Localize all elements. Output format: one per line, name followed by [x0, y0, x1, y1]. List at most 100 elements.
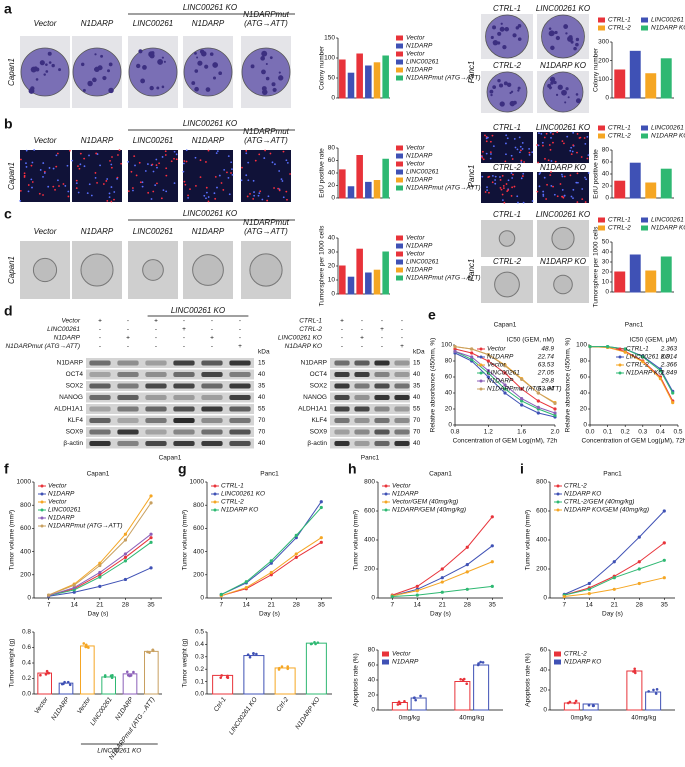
nucleus	[20, 158, 22, 161]
y-tick-label: 30	[328, 249, 336, 256]
legend-label: CTRL-1	[608, 217, 631, 224]
point	[637, 567, 641, 571]
legend-swatch	[479, 355, 483, 359]
legend-label: N1DARP KO	[651, 225, 685, 232]
nucleus	[490, 153, 492, 155]
blot-band	[173, 395, 195, 400]
bar	[274, 667, 296, 695]
nucleus	[42, 175, 44, 178]
kda-label: 35	[413, 383, 421, 390]
condition-sign: -	[183, 318, 185, 325]
y-tick-label: 0	[371, 707, 375, 714]
point	[390, 594, 394, 599]
nucleus	[569, 149, 572, 152]
blot-band	[201, 395, 223, 400]
y-tick-label: 20	[602, 269, 610, 276]
nucleus	[94, 176, 97, 179]
nucleus	[187, 197, 190, 199]
nucleus	[544, 157, 546, 160]
blot-band	[334, 383, 350, 389]
nucleus	[71, 159, 74, 162]
condition-label: LINC00261	[133, 227, 173, 236]
micrograph	[241, 150, 291, 202]
nucleus	[99, 164, 101, 167]
legend-label: N1DARPmut (ATG→ATT)	[406, 185, 481, 192]
nucleus	[277, 187, 280, 190]
nucleus	[510, 154, 513, 157]
nucleus	[587, 172, 590, 174]
nucleus	[23, 176, 26, 178]
blot-band	[89, 383, 111, 389]
bar	[212, 674, 234, 695]
blot-band	[117, 383, 139, 389]
protein-label: SOX9	[310, 429, 328, 436]
point	[662, 576, 666, 580]
condition-sign: +	[380, 326, 384, 333]
data-dot	[314, 642, 317, 646]
nucleus	[56, 152, 59, 155]
data-dot	[109, 674, 113, 677]
nucleus	[494, 175, 497, 178]
y-tick-label: 40	[328, 170, 336, 177]
blot-band	[173, 418, 195, 423]
nucleus	[550, 185, 553, 187]
nucleus	[543, 176, 546, 179]
nucleus	[105, 180, 108, 182]
blot-strip	[330, 358, 410, 368]
blot-band	[354, 372, 370, 377]
nucleus	[484, 191, 487, 193]
nucleus	[563, 194, 566, 197]
nucleus	[560, 173, 563, 176]
protein-label: NANOG	[59, 394, 83, 401]
nucleus	[570, 153, 573, 156]
legend-swatch	[641, 217, 648, 223]
nucleus	[207, 149, 210, 152]
x-axis-label: Day (s)	[88, 611, 109, 618]
blot-band	[394, 406, 410, 412]
legend-label: Vector	[392, 483, 411, 490]
x-tick-label: Ctrl-2	[275, 696, 290, 713]
condition-sign: +	[400, 343, 404, 350]
bar	[144, 650, 159, 695]
blot-band	[117, 429, 139, 435]
bar	[410, 697, 427, 711]
data-dot	[252, 652, 255, 655]
nucleus	[175, 153, 178, 156]
data-dot	[125, 670, 129, 674]
legend-swatch	[396, 35, 403, 41]
point	[486, 359, 490, 363]
x-tick-label: 28	[122, 602, 130, 609]
panel-letter: b	[4, 116, 13, 132]
nucleus	[226, 171, 228, 174]
nucleus	[481, 150, 484, 153]
colony	[161, 56, 164, 59]
point	[123, 538, 128, 542]
point	[503, 371, 507, 375]
series-line	[564, 542, 665, 596]
condition-sign: +	[210, 335, 214, 342]
data-dot	[459, 677, 462, 681]
bar	[645, 182, 657, 199]
colony	[265, 62, 268, 66]
legend-label: N1DARP	[48, 515, 75, 522]
colony	[500, 22, 503, 25]
colony	[573, 46, 577, 51]
legend-swatch	[40, 516, 44, 520]
nucleus	[522, 201, 525, 204]
nucleus	[510, 172, 513, 175]
x-tick-label: LINC00261 KO	[228, 696, 259, 736]
point	[612, 576, 616, 580]
point	[490, 544, 494, 548]
y-tick-label: 20	[328, 182, 336, 189]
legend-swatch	[396, 251, 403, 257]
data-dot	[68, 683, 72, 687]
nucleus	[205, 161, 207, 163]
kda-label: 40	[258, 371, 266, 378]
point	[486, 369, 490, 373]
legend-swatch	[641, 125, 648, 131]
bar	[614, 69, 626, 99]
point	[662, 509, 666, 513]
condition-label: N1DARP	[81, 227, 114, 236]
nucleus	[25, 149, 28, 152]
